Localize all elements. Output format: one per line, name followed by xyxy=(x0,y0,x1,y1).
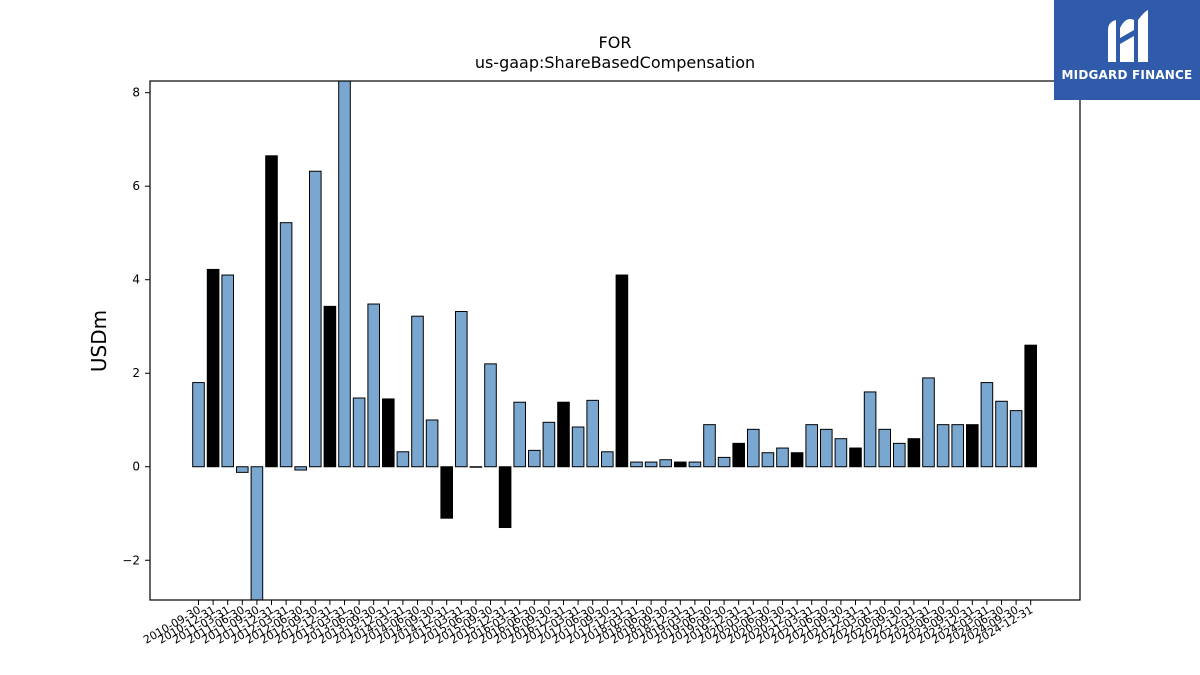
x-axis-ticks: 2010-09-302010-12-312011-03-312011-06-30… xyxy=(141,600,1035,647)
y-axis-ticks: −2 0 2 4 6 8 xyxy=(122,86,150,567)
y-tick-label: −2 xyxy=(122,553,140,567)
bar-2018-06-30 xyxy=(644,461,658,468)
y-tick-label: 8 xyxy=(132,86,140,100)
logo-mark-icon xyxy=(1108,10,1148,62)
bar-2011-12-31 xyxy=(265,155,278,468)
bar-2024-03-31 xyxy=(980,382,994,468)
bar-2021-06-30 xyxy=(820,428,833,468)
bar-2022-06-30 xyxy=(878,428,892,468)
bar-2018-09-30 xyxy=(659,459,673,468)
bar-2014-03-31 xyxy=(396,451,410,468)
y-tick-label: 4 xyxy=(132,273,140,287)
chart-subtitle: us-gaap:ShareBasedCompensation xyxy=(475,53,755,72)
bar-2011-06-30 xyxy=(236,466,249,473)
bar-2020-03-31 xyxy=(747,428,760,468)
bar-2020-12-31 xyxy=(790,452,804,468)
y-tick-label: 0 xyxy=(132,460,140,474)
bar-2013-06-30 xyxy=(352,397,366,468)
bar-2016-09-30 xyxy=(542,421,556,468)
bar-2013-12-31 xyxy=(382,398,395,468)
bar-2019-06-30 xyxy=(703,424,716,468)
bar-2016-03-31 xyxy=(513,401,527,468)
bar-2014-06-30 xyxy=(411,315,424,468)
bar-2017-09-30 xyxy=(601,451,614,468)
bar-2014-12-31 xyxy=(440,466,453,519)
bar-2018-03-31 xyxy=(630,461,643,468)
bar-2017-12-31 xyxy=(615,274,629,468)
bar-2013-09-30 xyxy=(367,303,380,468)
bar-2016-06-30 xyxy=(528,449,541,468)
plot-frame xyxy=(149,80,1081,601)
bar-2017-03-31 xyxy=(571,426,585,468)
bar-2013-03-31 xyxy=(338,80,351,468)
chart-title: FOR xyxy=(599,33,632,52)
y-tick-label: 2 xyxy=(132,366,140,380)
bar-2020-09-30 xyxy=(776,447,789,468)
y-tick-label: 6 xyxy=(132,179,140,193)
bar-2019-09-30 xyxy=(717,456,731,468)
brand-logo: MIDGARD FINANCE xyxy=(1054,0,1200,100)
bar-2023-12-31 xyxy=(966,424,979,468)
bar-2022-12-31 xyxy=(907,438,921,468)
bar-2020-06-30 xyxy=(761,452,775,468)
bar-2024-12-31 xyxy=(1024,344,1038,468)
bar-2012-06-30 xyxy=(294,466,307,471)
bar-2017-06-30 xyxy=(586,399,600,468)
bar-2011-09-30 xyxy=(250,466,264,601)
bar-2015-03-31 xyxy=(455,311,468,468)
bar-2014-09-30 xyxy=(425,419,439,468)
bar-2012-09-30 xyxy=(309,170,322,468)
bar-2015-12-31 xyxy=(498,466,512,529)
bar-2024-09-30 xyxy=(1009,410,1023,468)
bar-2024-06-30 xyxy=(995,400,1008,468)
bar-2019-03-31 xyxy=(688,461,702,468)
y-axis-label: USDm xyxy=(87,310,111,372)
bar-2012-03-31 xyxy=(279,222,293,468)
bar-2011-03-31 xyxy=(221,274,234,468)
bar-2022-09-30 xyxy=(893,442,906,468)
bar-2021-03-31 xyxy=(805,424,819,468)
bar-2023-09-30 xyxy=(951,424,965,468)
bars-group xyxy=(192,80,1038,601)
logo-text: MIDGARD FINANCE xyxy=(1061,68,1193,82)
bar-2016-12-31 xyxy=(557,401,570,468)
bar-2015-09-30 xyxy=(484,363,497,468)
bar-2019-12-31 xyxy=(732,442,746,468)
bar-2010-12-31 xyxy=(206,268,220,468)
bar-2021-09-30 xyxy=(834,438,848,468)
bar-2010-09-30 xyxy=(192,382,205,468)
bar-2018-12-31 xyxy=(674,461,687,468)
bar-2015-06-30 xyxy=(469,466,483,468)
bar-2021-12-31 xyxy=(849,447,862,468)
bar-2023-03-31 xyxy=(922,377,935,468)
bar-2023-06-30 xyxy=(936,424,950,468)
bar-2012-12-31 xyxy=(323,305,337,468)
bar-2022-03-31 xyxy=(863,391,877,468)
